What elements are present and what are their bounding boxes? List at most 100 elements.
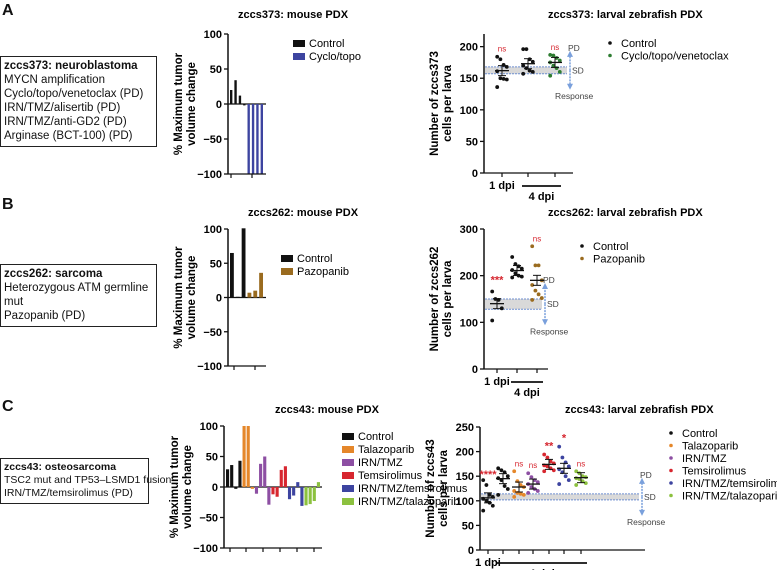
chart-title: zccs43: larval zebrafish PDX (565, 404, 714, 416)
bar-cyclo-topo (251, 104, 255, 174)
bar-irn-tmz (259, 463, 263, 487)
bar-irn-tmz-temsirolimus (296, 482, 300, 487)
y-axis-label: Number of zccs43cells per larva (425, 439, 450, 537)
data-point (481, 508, 486, 513)
bar-irn-tmz (254, 487, 259, 494)
legend-label: Cyclo/topo (309, 51, 361, 63)
legend-marker (669, 481, 673, 485)
response-arrow-icon (542, 319, 548, 326)
y-tick-label: 0 (216, 99, 222, 111)
x-label-1dpi: 1 dpi (489, 180, 515, 192)
pd-arrow-icon (639, 477, 645, 484)
y-tick-label: 50 (466, 136, 478, 148)
pd-label: PD (640, 470, 652, 480)
data-point (490, 503, 495, 508)
y-axis-label-line: volume change (186, 62, 198, 146)
bar-pazopanib (253, 290, 258, 298)
significance-label: ** (545, 441, 554, 453)
data-point (557, 444, 562, 449)
info-line: Pazopanib (PD) (4, 310, 86, 322)
chart-title: zccs43: mouse PDX (275, 404, 380, 416)
data-point (513, 271, 518, 276)
y-tick-label: 200 (460, 271, 478, 283)
bar-temsirolimus (283, 466, 287, 487)
y-tick-label: −100 (197, 361, 222, 373)
y-tick-label: 300 (460, 224, 478, 236)
y-axis-label-line: % Maximum tumor (173, 52, 185, 155)
chart-title: zccs262: mouse PDX (248, 207, 359, 219)
bar-talazoparib (250, 487, 254, 489)
legend-label: Control (682, 428, 717, 440)
data-point (539, 296, 544, 300)
data-point (502, 484, 507, 488)
legend-label: Control (621, 38, 656, 50)
info-box-zccs373: zccs373: neuroblastoma MYCN amplificatio… (0, 56, 157, 147)
data-point (498, 76, 503, 81)
data-point (533, 288, 538, 293)
data-point (542, 469, 547, 474)
y-tick-label: 100 (200, 421, 218, 433)
data-point (510, 255, 515, 259)
data-point (530, 70, 535, 74)
y-axis-label: % Maximum tumorvolume change (169, 435, 194, 538)
y-tick-label: 150 (456, 471, 474, 483)
legend-swatch (342, 446, 354, 453)
data-point (548, 459, 553, 464)
legend-label: Cyclo/topo/venetoclax (621, 51, 729, 63)
bar-control (235, 296, 240, 298)
data-point (530, 59, 535, 64)
bar-cyclo-topo (247, 104, 250, 174)
legend-marker (669, 456, 673, 460)
data-point (504, 77, 509, 82)
data-point (580, 479, 585, 484)
x-label-1dpi: 1 dpi (484, 376, 510, 388)
legend-marker (608, 53, 612, 58)
legend-swatch (293, 53, 305, 60)
pd-label: PD (543, 275, 555, 285)
data-point (490, 289, 495, 294)
data-point (526, 471, 531, 476)
bar-control (230, 465, 234, 487)
bar-cyclo-topo (256, 104, 259, 174)
legend-label: IRN/TMZ/temsirolimus (682, 478, 777, 490)
data-point (526, 491, 531, 495)
data-point (566, 478, 571, 483)
y-axis-label-line: cells per larva (438, 450, 450, 527)
legend-marker (580, 244, 584, 248)
data-point (518, 483, 523, 487)
legend-label: Control (309, 38, 344, 50)
bar-talazoparib (246, 426, 250, 487)
legend-marker (669, 493, 673, 498)
y-axis-label: Number of zccs262cells per larva (429, 247, 454, 352)
response-label: Response (530, 326, 569, 336)
data-point (536, 263, 541, 268)
bar-control (230, 90, 233, 104)
data-point (545, 464, 550, 469)
data-point (551, 63, 556, 68)
y-tick-label: 100 (456, 496, 474, 508)
bar-irn-tmz-talazoparib (304, 487, 308, 506)
sd-label: SD (572, 65, 584, 75)
data-point (481, 478, 486, 483)
data-point (557, 482, 562, 486)
data-point (512, 469, 517, 474)
data-point (521, 492, 526, 497)
bar-temsirolimus (275, 487, 279, 497)
legend-label: IRN/TMZ/talazoparib (358, 496, 459, 508)
bar-pazopanib (247, 292, 252, 298)
panel-letter-a: A (2, 2, 14, 19)
info-line: Heterozygous ATM germline mut (4, 282, 149, 308)
panel-letter-b: B (2, 196, 14, 213)
legend-swatch (342, 472, 354, 479)
info-box-zccs262: zccs262: sarcoma Heterozygous ATM germli… (0, 264, 157, 327)
significance-label: ns (551, 43, 559, 52)
data-point (495, 54, 500, 59)
legend-label: Pazopanib (593, 254, 645, 266)
bar-control (238, 95, 242, 104)
info-line: IRN/TMZ/anti-GD2 (PD) (4, 116, 127, 128)
bar-irn-tmz (267, 487, 271, 505)
legend-marker (669, 431, 673, 435)
legend-label: Talazoparib (358, 444, 414, 456)
data-point (533, 263, 538, 268)
